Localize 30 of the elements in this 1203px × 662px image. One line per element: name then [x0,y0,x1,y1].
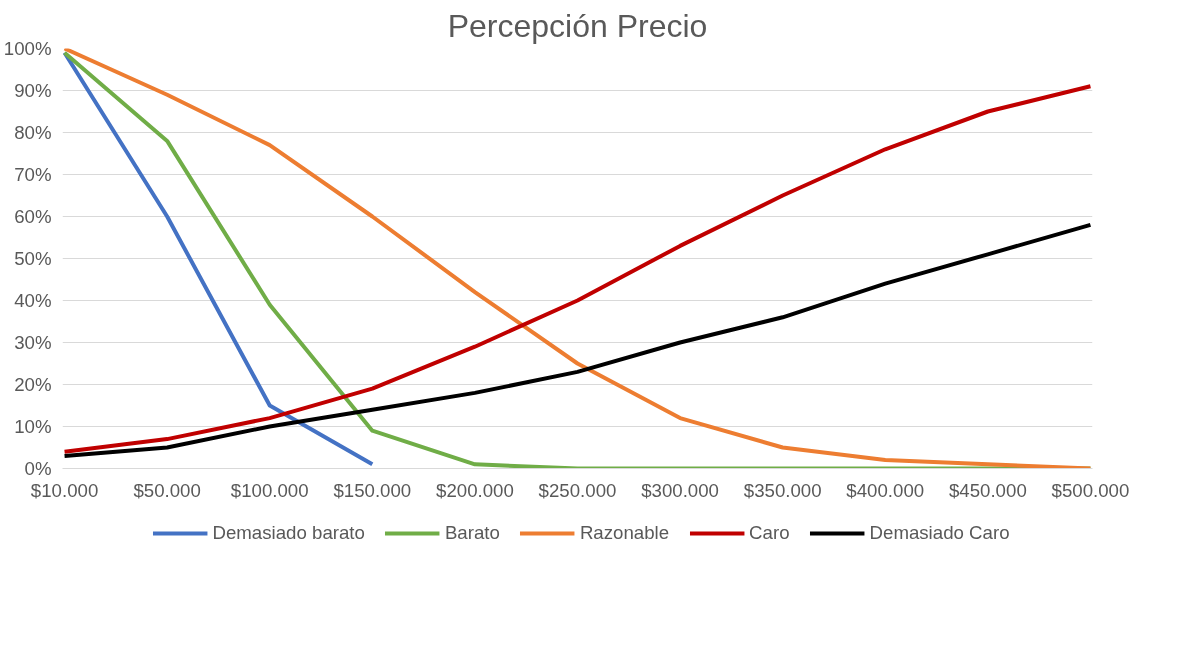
line-series [62,50,375,467]
x-tick-label: $400.000 [846,479,925,501]
x-tick-label: $250.000 [538,479,617,501]
x-tick-label: $50.000 [133,479,201,501]
x-tick-label: $300.000 [641,479,720,501]
legend-label: Demasiado barato [212,522,365,544]
legend-label: Barato [444,522,500,544]
x-tick-label: $450.000 [948,479,1027,501]
x-tick-label: $10.000 [30,479,99,501]
y-tick-label: 40% [14,290,52,311]
y-tick-label: 90% [14,80,52,101]
legend-label: Demasiado Caro [869,522,1010,544]
y-tick-label: 50% [14,248,52,269]
y-tick-label: 20% [14,374,52,395]
chart-title: Percepción Precio [447,7,708,44]
x-tick-label: $500.000 [1051,479,1130,501]
y-tick-label: 0% [24,458,52,479]
legend-label: Razonable [579,522,670,544]
x-tick-label: $100.000 [230,479,309,501]
y-tick-label: 60% [14,206,52,227]
x-tick-label: $150.000 [333,479,412,501]
y-tick-label: 70% [14,164,52,185]
y-tick-label: 100% [3,38,52,59]
x-tick-label: $350.000 [743,479,822,501]
y-tick-label: 30% [14,332,52,353]
line-series [62,222,1093,458]
legend-label: Caro [749,522,790,544]
y-tick-label: 80% [14,122,52,143]
x-tick-label: $200.000 [436,479,514,501]
y-tick-label: 10% [14,416,52,437]
